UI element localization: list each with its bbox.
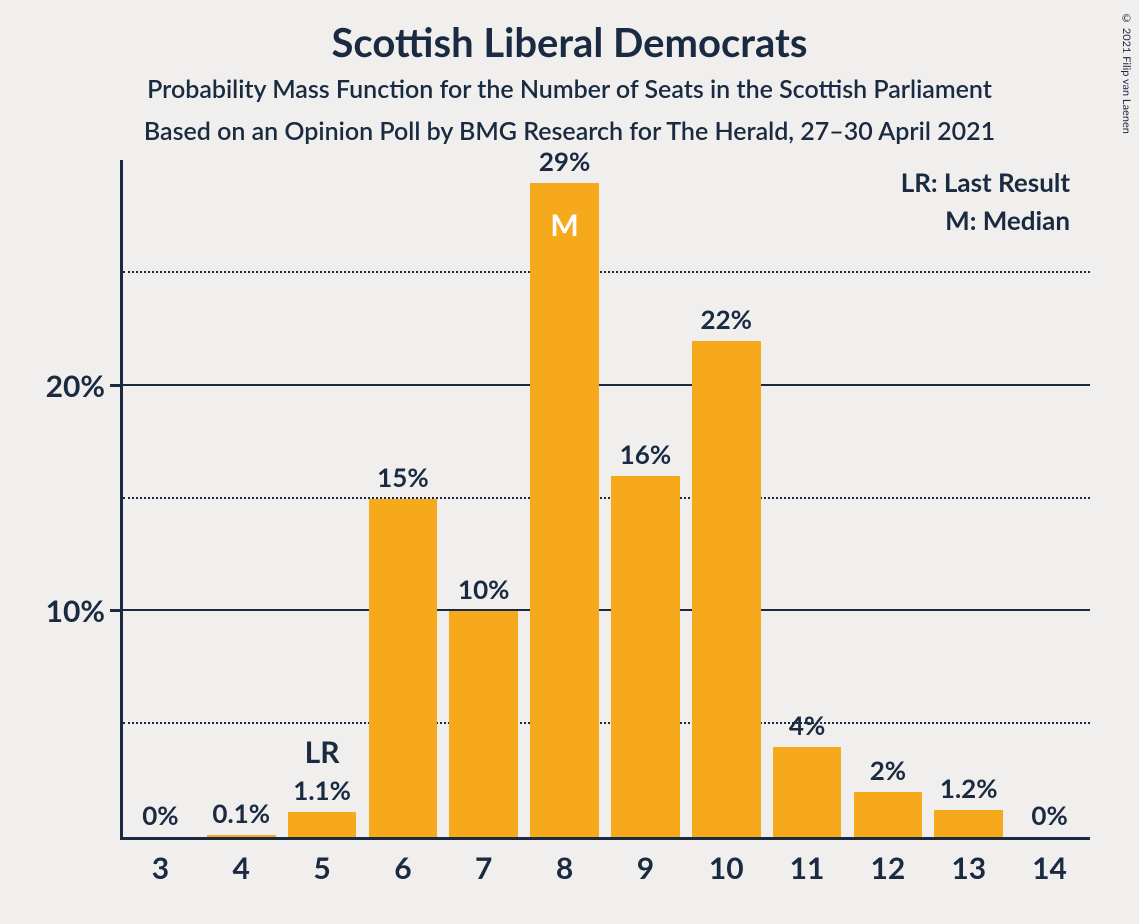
x-tick-label: 9 (605, 850, 686, 886)
bar (207, 835, 276, 837)
chart-title: Scottish Liberal Democrats (0, 18, 1139, 66)
bar-slot: 22% (692, 160, 761, 837)
x-tick-label: 11 (767, 850, 848, 886)
bar-value-label: 29% (530, 145, 599, 177)
bar-value-label: 10% (449, 573, 518, 605)
x-tick-label: 3 (120, 850, 201, 886)
bar (611, 476, 680, 837)
bar-slot: 15% (369, 160, 438, 837)
chart-container: Scottish Liberal Democrats Probability M… (0, 0, 1139, 924)
chart-subtitle-2: Based on an Opinion Poll by BMG Research… (0, 116, 1139, 146)
chart-subtitle-1: Probability Mass Function for the Number… (0, 74, 1139, 104)
plot-area: LR: Last Result M: Median 10%20% 0%0.1%L… (120, 160, 1090, 840)
bar-slot: 0% (1015, 160, 1084, 837)
x-tick-label: 14 (1009, 850, 1090, 886)
y-tick-mark (110, 609, 120, 612)
x-tick-label: 10 (686, 850, 767, 886)
x-axis-line (120, 837, 1090, 840)
annotation-lr: LR (288, 734, 357, 770)
bar-value-label: 1.1% (288, 774, 357, 806)
x-tick-label: 13 (928, 850, 1009, 886)
bar-slot: 16% (611, 160, 680, 837)
bar-value-label: 0% (126, 799, 195, 831)
bar-value-label: 0.1% (207, 797, 276, 829)
x-tick-label: 4 (201, 850, 282, 886)
y-tick-label: 10% (5, 593, 105, 629)
bar-value-label: 16% (611, 438, 680, 470)
bar-slot: 0.1% (207, 160, 276, 837)
bar (934, 810, 1003, 837)
bar-value-label: 22% (692, 303, 761, 335)
x-tick-label: 12 (848, 850, 929, 886)
x-tick-label: 7 (443, 850, 524, 886)
bar-value-label: 4% (773, 709, 842, 741)
x-tick-label: 6 (363, 850, 444, 886)
bar-value-label: 15% (369, 461, 438, 493)
bar (369, 499, 438, 838)
bar-slot: 2% (854, 160, 923, 837)
x-tick-label: 5 (282, 850, 363, 886)
bar-value-label: 0% (1015, 799, 1084, 831)
bar-slot: M29% (530, 160, 599, 837)
bar-value-label: 1.2% (934, 772, 1003, 804)
bar (854, 792, 923, 837)
bar (773, 747, 842, 837)
y-tick-label: 20% (5, 368, 105, 404)
bar-slot: 0% (126, 160, 195, 837)
copyright-text: © 2021 Filip van Laenen (1120, 12, 1133, 134)
bar-slot: 1.2% (934, 160, 1003, 837)
x-tick-label: 8 (524, 850, 605, 886)
bars-group: 0% 0.1% LR 1.1% 15% 10% M29% 16% 22% 4% 2% 1.2% 0% (120, 160, 1090, 837)
bar-slot: 10% (449, 160, 518, 837)
bar (692, 341, 761, 837)
bar-slot: LR 1.1% (288, 160, 357, 837)
bar (449, 611, 518, 837)
y-tick-mark (110, 384, 120, 387)
bar (530, 183, 599, 837)
annotation-m: M (530, 207, 599, 243)
bar-slot: 4% (773, 160, 842, 837)
bar (288, 812, 357, 837)
bar-value-label: 2% (854, 754, 923, 786)
